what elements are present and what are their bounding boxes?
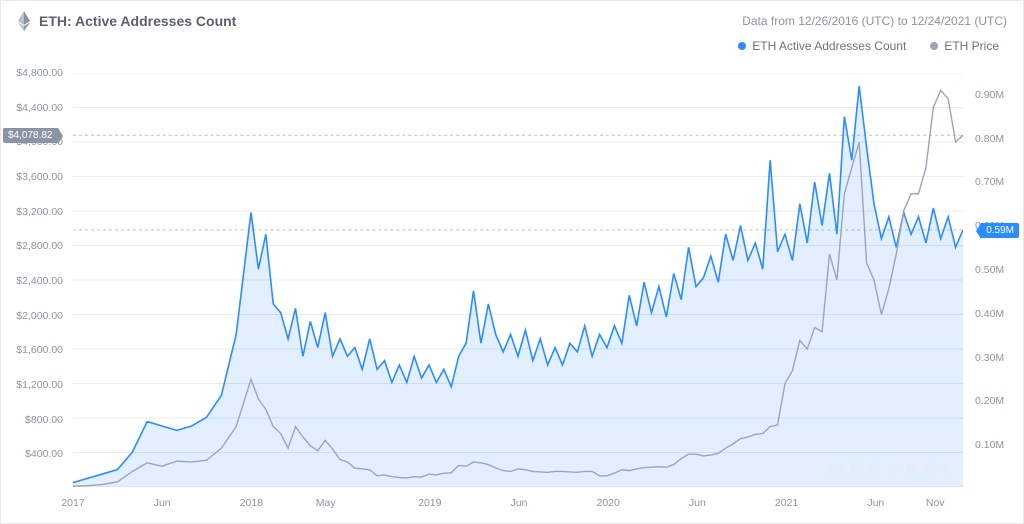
y-left-tick: $3,600.00 bbox=[1, 171, 63, 183]
y-left-tick: $1,200.00 bbox=[1, 379, 63, 391]
y-right-tick: 0.90M bbox=[967, 89, 1019, 101]
y-right-tick: 0.30M bbox=[967, 352, 1019, 364]
chart-svg bbox=[73, 73, 963, 487]
x-tick: May bbox=[316, 497, 336, 509]
legend: ETH Active Addresses Count ETH Price bbox=[1, 35, 1023, 61]
x-tick: 2020 bbox=[597, 497, 620, 509]
y-left-tick: $400.00 bbox=[1, 448, 63, 460]
x-tick: Jun bbox=[511, 497, 528, 509]
x-tick: 2018 bbox=[240, 497, 263, 509]
x-tick: Jun bbox=[689, 497, 706, 509]
watermark: MESSARI bbox=[829, 460, 953, 481]
y-right-tick: 0.50M bbox=[967, 264, 1019, 276]
legend-item-price[interactable]: ETH Price bbox=[930, 39, 999, 53]
ethereum-icon bbox=[17, 11, 31, 31]
y-left-tick: $2,400.00 bbox=[1, 275, 63, 287]
plot-area[interactable] bbox=[73, 73, 963, 487]
y-left-tick: $800.00 bbox=[1, 414, 63, 426]
legend-label: ETH Active Addresses Count bbox=[752, 39, 906, 53]
price-crosshair-badge: $4,078.82 bbox=[3, 128, 58, 143]
y-left-tick: $1,600.00 bbox=[1, 344, 63, 356]
y-right-tick: 0.20M bbox=[967, 395, 1019, 407]
legend-dot-price bbox=[930, 42, 938, 50]
addresses-crosshair-badge: 0.59M bbox=[981, 223, 1019, 238]
header: ETH: Active Addresses Count Data from 12… bbox=[1, 1, 1023, 35]
y-left-tick: $4,800.00 bbox=[1, 67, 63, 79]
x-tick: 2021 bbox=[775, 497, 798, 509]
date-range: Data from 12/26/2016 (UTC) to 12/24/2021… bbox=[742, 14, 1007, 28]
x-tick: 2019 bbox=[418, 497, 441, 509]
chart-title: ETH: Active Addresses Count bbox=[39, 13, 236, 29]
x-axis: 2017Jun2018May2019Jun2020Jun2021JunNov bbox=[73, 491, 963, 517]
legend-label: ETH Price bbox=[944, 39, 999, 53]
x-tick: Jun bbox=[154, 497, 171, 509]
y-left-tick: $2,800.00 bbox=[1, 240, 63, 252]
y-right-tick: 0.70M bbox=[967, 176, 1019, 188]
y-left-tick: $4,400.00 bbox=[1, 102, 63, 114]
y-right-tick: 0.80M bbox=[967, 133, 1019, 145]
y-right-tick: 0.10M bbox=[967, 439, 1019, 451]
chart-container: ETH: Active Addresses Count Data from 12… bbox=[0, 0, 1024, 524]
x-tick: Jun bbox=[867, 497, 884, 509]
x-tick: Nov bbox=[926, 497, 945, 509]
x-tick: 2017 bbox=[61, 497, 84, 509]
y-axis-right: 0.10M0.20M0.30M0.40M0.50M0.60M0.70M0.80M… bbox=[967, 73, 1023, 487]
title-group: ETH: Active Addresses Count bbox=[17, 11, 236, 31]
legend-dot-addresses bbox=[738, 42, 746, 50]
y-right-tick: 0.40M bbox=[967, 308, 1019, 320]
y-left-tick: $3,200.00 bbox=[1, 206, 63, 218]
y-left-tick: $2,000.00 bbox=[1, 310, 63, 322]
legend-item-addresses[interactable]: ETH Active Addresses Count bbox=[738, 39, 906, 53]
